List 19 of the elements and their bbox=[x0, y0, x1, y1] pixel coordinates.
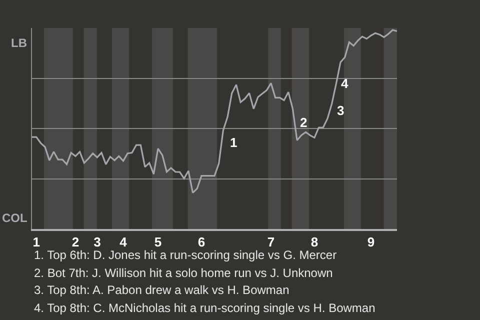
text: 2. Bot 7th: J. Willison hit a solo home run vs J. Unknown bbox=[34, 266, 333, 280]
text: COL bbox=[2, 211, 28, 225]
annotation: 2 bbox=[300, 115, 308, 130]
x-tick-label: 4 bbox=[120, 234, 128, 250]
x-tick-label: 6 bbox=[198, 234, 206, 250]
text: 3. Top 8th: A. Pabon drew a walk vs H. Bowman bbox=[34, 283, 290, 297]
text: LB bbox=[11, 36, 28, 50]
x-tick-label: 3 bbox=[94, 234, 101, 250]
x-tick-label: 9 bbox=[367, 234, 375, 250]
x-tick-label: 7 bbox=[267, 234, 275, 250]
annotation: 1 bbox=[230, 135, 238, 150]
text: 1. Top 6th: D. Jones hit a run-scoring single vs G. Mercer bbox=[34, 248, 337, 262]
text: 4. Top 8th: C. McNicholas hit a run-scoring single vs H. Bowman bbox=[34, 301, 376, 315]
x-tick-label: 1 bbox=[32, 234, 40, 250]
x-tick-label: 5 bbox=[154, 234, 162, 250]
annotation: 4 bbox=[341, 76, 349, 91]
x-tick-label: 2 bbox=[72, 234, 80, 250]
annotation: 3 bbox=[337, 103, 344, 118]
x-tick-label: 8 bbox=[310, 234, 318, 250]
